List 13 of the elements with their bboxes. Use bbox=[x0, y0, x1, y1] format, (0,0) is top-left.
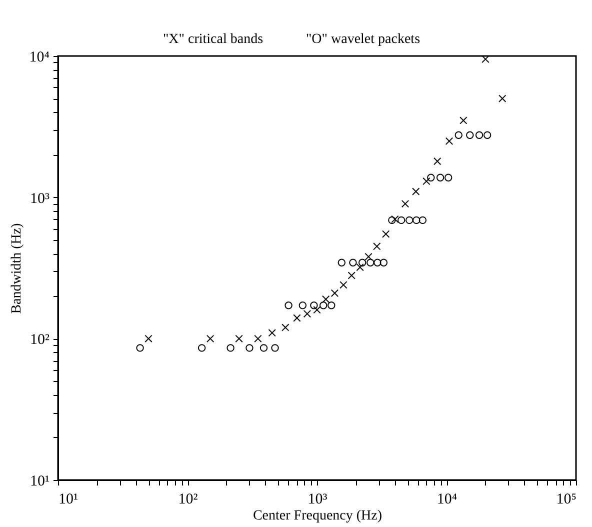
y-tick-label: 10¹ bbox=[30, 474, 50, 490]
x-tick-label: 10⁵ bbox=[556, 492, 576, 508]
y-tick-label: 10³ bbox=[30, 190, 50, 207]
x-axis-title: Center Frequency (Hz) bbox=[252, 508, 382, 524]
text: "X" critical bands bbox=[162, 32, 264, 47]
y-tick-label: 10⁴ bbox=[29, 50, 50, 66]
x-tick-label: 10³ bbox=[308, 492, 328, 508]
x-tick-label: 10² bbox=[178, 492, 198, 508]
x-tick-label: 10¹ bbox=[58, 492, 78, 508]
y-axis-title: Bandwidth (Hz) bbox=[9, 222, 24, 314]
x-tick-label: 10⁴ bbox=[436, 492, 458, 508]
y-tick-label: 10² bbox=[30, 332, 50, 348]
text: "O" wavelet packets bbox=[306, 32, 420, 47]
